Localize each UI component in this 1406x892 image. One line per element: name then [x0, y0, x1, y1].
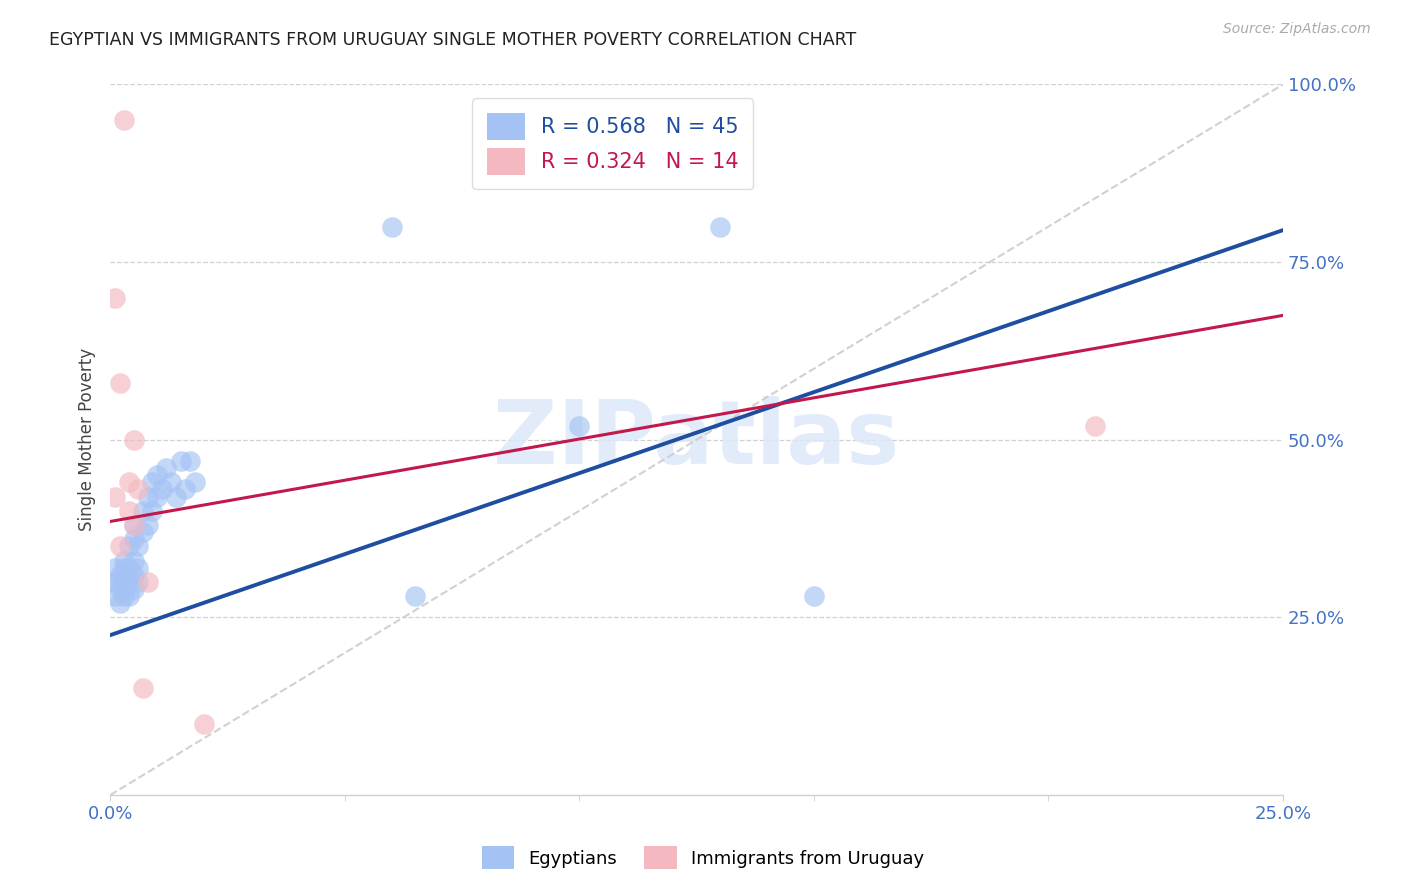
Point: [108, 567, 131, 582]
Point: [1084, 418, 1107, 433]
Point: [150, 483, 173, 497]
Point: [122, 518, 145, 533]
Point: [108, 574, 131, 589]
Point: [112, 560, 135, 574]
Point: [132, 681, 155, 696]
Point: [104, 291, 127, 305]
Point: [112, 112, 135, 127]
Point: [165, 490, 187, 504]
Point: [381, 219, 404, 234]
Y-axis label: Single Mother Poverty: Single Mother Poverty: [79, 348, 96, 532]
Point: [127, 560, 149, 574]
Point: [104, 574, 127, 589]
Point: [122, 518, 145, 533]
Point: [136, 574, 159, 589]
Point: [183, 475, 205, 490]
Point: [122, 567, 145, 582]
Point: [112, 553, 135, 567]
Point: [122, 553, 145, 567]
Point: [404, 589, 426, 603]
Point: [155, 461, 177, 475]
Point: [160, 475, 183, 490]
Point: [136, 490, 159, 504]
Point: [104, 589, 127, 603]
Point: [132, 504, 155, 518]
Point: [127, 539, 149, 553]
Point: [709, 219, 731, 234]
Point: [108, 596, 131, 610]
Point: [118, 504, 141, 518]
Point: [118, 589, 141, 603]
Point: [112, 582, 135, 596]
Point: [132, 525, 155, 540]
Point: [803, 589, 825, 603]
Point: [118, 539, 141, 553]
Point: [146, 468, 169, 483]
Point: [179, 454, 201, 468]
Point: [169, 454, 191, 468]
Text: EGYPTIAN VS IMMIGRANTS FROM URUGUAY SINGLE MOTHER POVERTY CORRELATION CHART: EGYPTIAN VS IMMIGRANTS FROM URUGUAY SING…: [49, 31, 856, 49]
Point: [118, 560, 141, 574]
Point: [136, 518, 159, 533]
Point: [127, 483, 149, 497]
Point: [118, 574, 141, 589]
Point: [141, 504, 163, 518]
Point: [104, 560, 127, 574]
Legend: R = 0.568   N = 45, R = 0.324   N = 14: R = 0.568 N = 45, R = 0.324 N = 14: [472, 98, 754, 189]
Point: [108, 582, 131, 596]
Point: [122, 433, 145, 447]
Point: [108, 376, 131, 390]
Point: [146, 490, 169, 504]
Point: [122, 582, 145, 596]
Legend: Egyptians, Immigrants from Uruguay: Egyptians, Immigrants from Uruguay: [472, 838, 934, 879]
Point: [112, 574, 135, 589]
Point: [118, 475, 141, 490]
Text: ZIPatlas: ZIPatlas: [494, 396, 900, 483]
Point: [122, 533, 145, 547]
Text: Source: ZipAtlas.com: Source: ZipAtlas.com: [1223, 22, 1371, 37]
Point: [112, 589, 135, 603]
Point: [568, 418, 591, 433]
Point: [127, 574, 149, 589]
Point: [141, 475, 163, 490]
Point: [104, 490, 127, 504]
Point: [174, 483, 197, 497]
Point: [108, 539, 131, 553]
Point: [193, 717, 215, 731]
